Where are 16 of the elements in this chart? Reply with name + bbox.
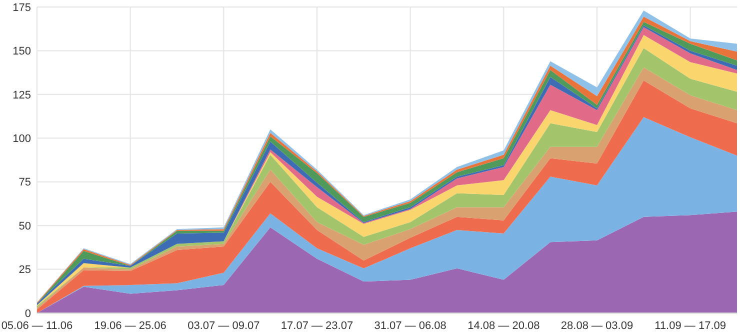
x-tick-label: 28.08 — 03.09 [560, 320, 634, 332]
x-tick-label: 31.07 — 06.08 [374, 320, 446, 332]
x-tick-label: 19.06 — 25.06 [94, 320, 166, 332]
x-tick-label: 17.07 — 23.07 [280, 320, 354, 332]
y-tick-label: 0 [24, 308, 31, 320]
x-tick-label: 05.06 — 11.06 [1, 320, 73, 332]
y-tick-label: 25 [18, 264, 31, 276]
x-tick-label: 03.07 — 09.07 [188, 320, 260, 332]
y-tick-label: 125 [12, 89, 31, 102]
y-tick-label: 50 [18, 220, 31, 232]
x-tick-label: 14.08 — 20.08 [468, 320, 540, 332]
y-tick-label: 75 [18, 176, 31, 189]
y-tick-label: 150 [12, 46, 31, 58]
y-tick-label: 175 [12, 2, 31, 14]
y-tick-label: 100 [12, 132, 31, 145]
x-tick-label: 11.09 — 17.09 [654, 320, 726, 332]
